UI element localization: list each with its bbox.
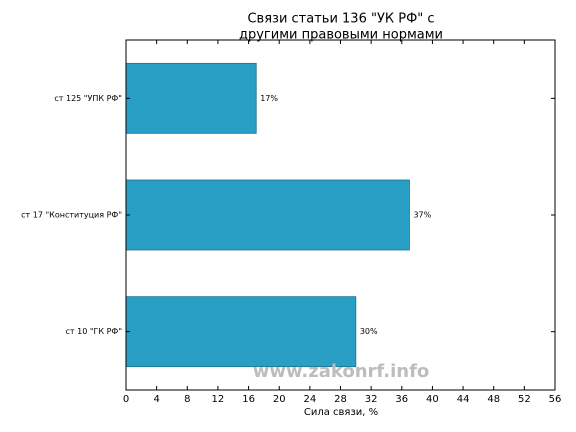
x-tick-label: 40 <box>426 394 439 405</box>
x-tick-label: 12 <box>212 394 225 405</box>
x-tick-label: 24 <box>303 394 316 405</box>
watermark: www.zakonrf.info <box>253 361 430 382</box>
x-tick-label: 48 <box>487 394 500 405</box>
x-tick-label: 20 <box>273 394 286 405</box>
x-tick-label: 52 <box>518 394 531 405</box>
bar <box>125 62 257 134</box>
plot-frame <box>125 39 556 391</box>
x-tick-label: 44 <box>457 394 470 405</box>
x-tick-label: 32 <box>365 394 378 405</box>
x-tick-label: 28 <box>334 394 347 405</box>
x-tick-label: 4 <box>153 394 159 405</box>
x-tick-label: 8 <box>184 394 190 405</box>
value-label: 17% <box>260 94 278 103</box>
x-axis-label: Сила связи, % <box>304 407 378 418</box>
y-tick-label: ст 10 "ГК РФ" <box>66 327 123 336</box>
value-label: 30% <box>360 327 378 336</box>
x-tick-label: 0 <box>123 394 129 405</box>
x-tick-label: 36 <box>395 394 408 405</box>
y-tick-label: ст 17 "Конституция РФ" <box>21 211 122 220</box>
x-tick-label: 56 <box>549 394 562 405</box>
x-tick-label: 16 <box>242 394 255 405</box>
bar <box>125 296 357 368</box>
y-tick-label: ст 125 "УПК РФ" <box>54 94 122 103</box>
bar <box>125 179 410 251</box>
chart-title: другими правовыми нормами <box>239 28 443 43</box>
chart-title: Связи статьи 136 "УК РФ" с <box>247 12 434 27</box>
value-label: 37% <box>413 211 431 220</box>
